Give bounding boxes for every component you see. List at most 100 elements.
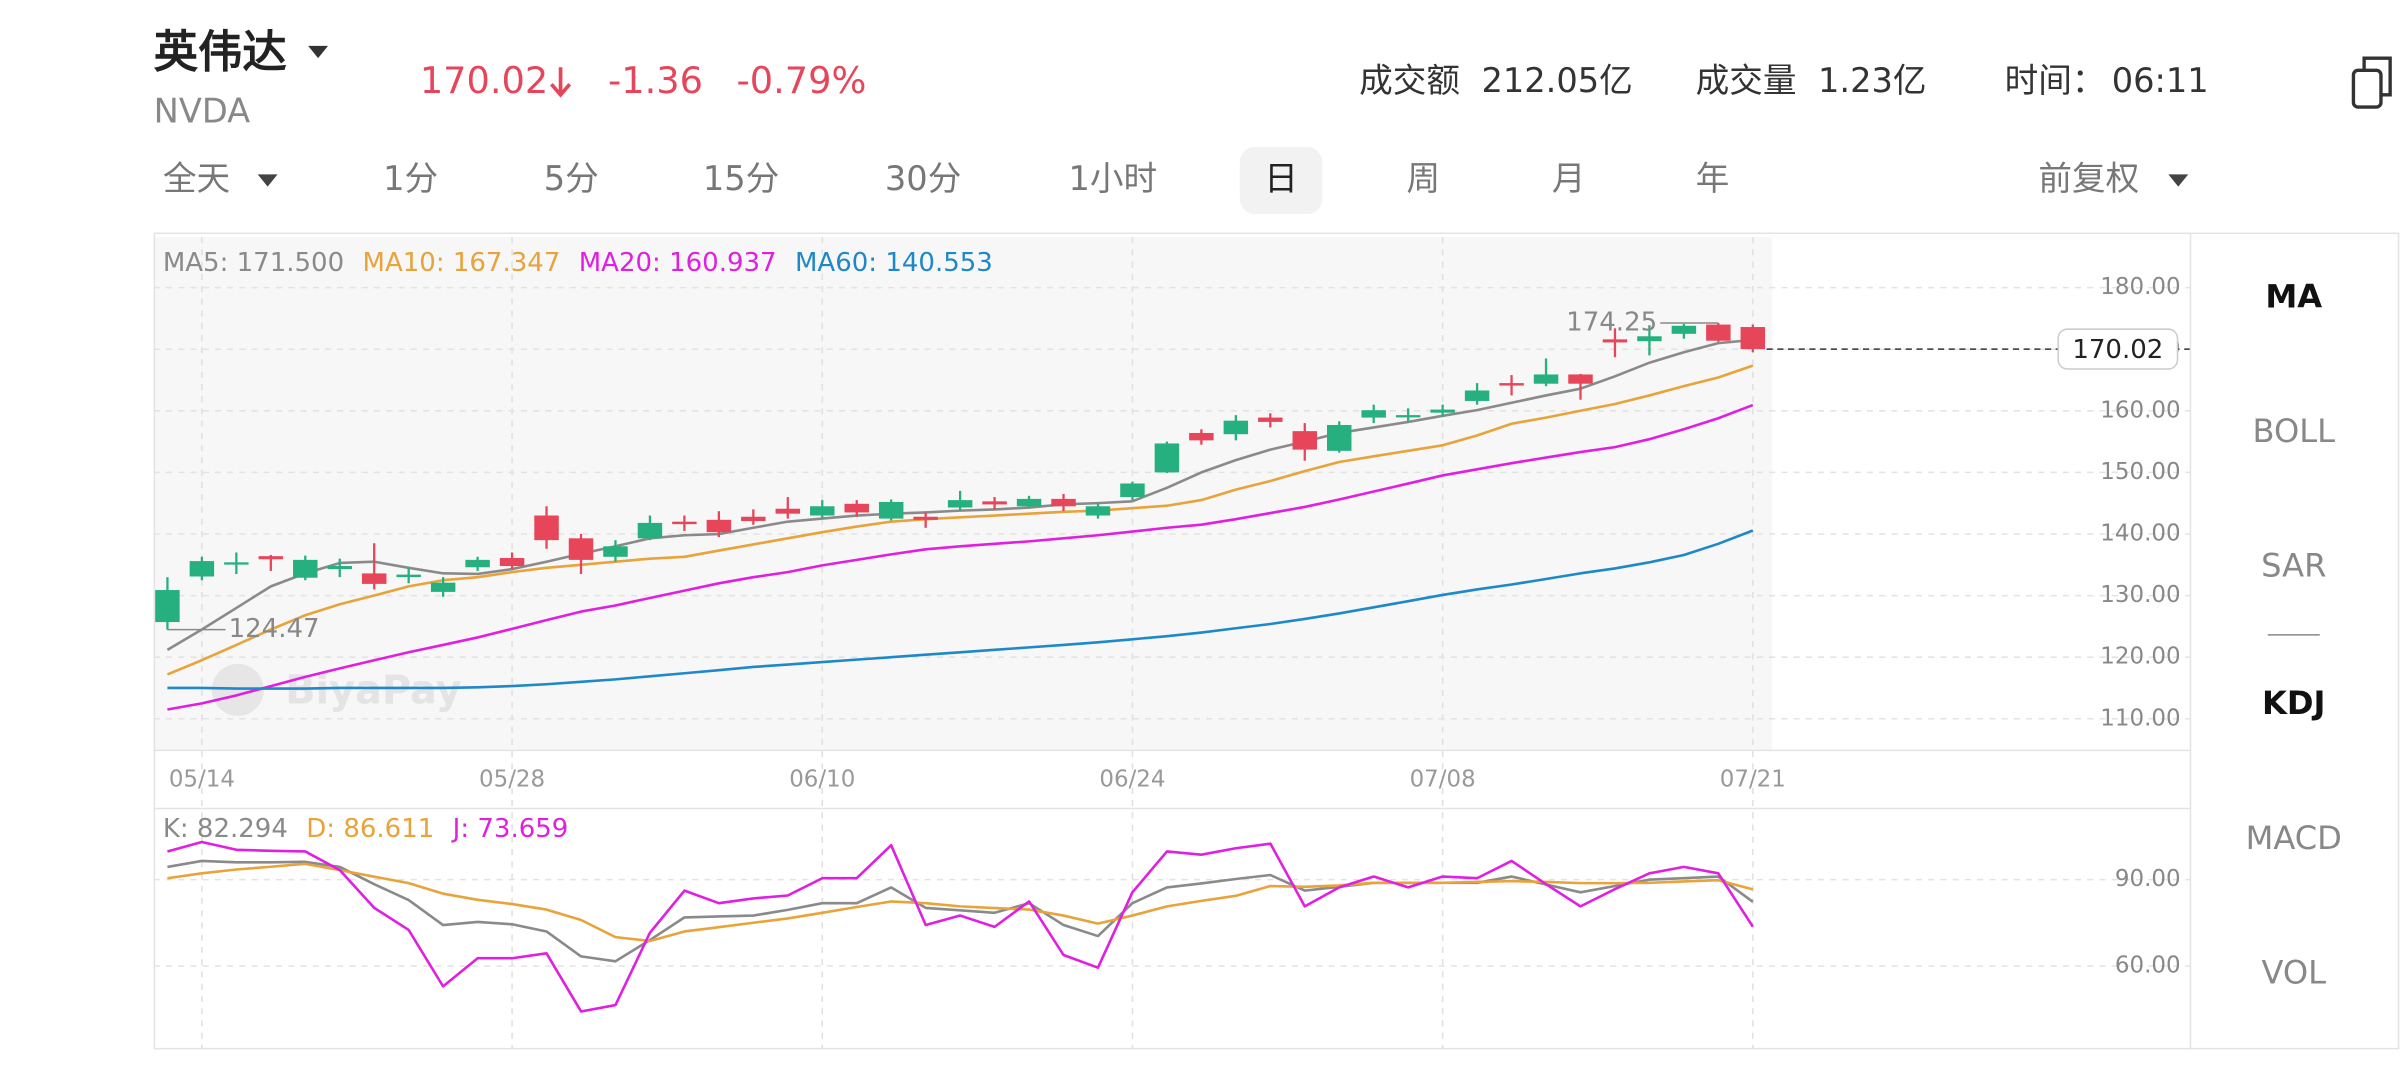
legend-separator: : [326,814,343,844]
stat-value: 06:11 [2112,61,2209,100]
indicator-line [167,862,1754,943]
legend-separator: : [868,248,885,278]
plot-background [153,237,1773,750]
x-tick-label: 07/21 [1720,767,1786,793]
legend-value: 171.500 [237,248,345,278]
candle-body [603,546,628,557]
candle-body [1602,339,1628,343]
legend-value: 160.937 [669,248,777,278]
period-tab[interactable]: 1小时 [1068,159,1157,198]
legend-value: 140.553 [885,248,993,278]
legend-value: 86.611 [343,814,434,844]
period-tab[interactable]: 15分 [703,159,779,198]
legend-name: MA60 [795,248,868,278]
legend-separator: : [180,814,197,844]
period-tab[interactable]: 5分 [544,159,599,198]
legend-name: MA5 [163,248,220,278]
indicator-tab[interactable]: KDJ [2262,684,2325,722]
indicator-tab[interactable]: MACD [2246,819,2342,857]
candle-body [1154,443,1180,473]
legend-name: K [163,814,181,844]
y-tick-label: 60.00 [2115,952,2181,978]
y-tick-label: 120.00 [2100,644,2180,670]
candle-body [1706,324,1731,341]
x-tick-label: 05/14 [169,767,235,793]
candle-body [396,574,421,578]
period-tab[interactable]: 周 [1407,159,1441,198]
copy-icon[interactable] [2351,56,2392,109]
y-tick-label: 140.00 [2100,520,2180,546]
candle-body [810,506,835,516]
indicator-tab[interactable]: BOLL [2253,412,2336,450]
candle-body [568,538,594,560]
y-tick-label: 160.00 [2100,397,2180,423]
period-tab[interactable]: 30分 [885,159,961,198]
watermark-logo [211,663,264,716]
stat-value: 212.05亿 [1481,61,1632,100]
candle-body [361,573,387,584]
dropdown-icon[interactable] [257,174,278,187]
legend-name: J [451,814,461,844]
candle-body [1189,432,1214,441]
candle-body [1016,498,1042,507]
legend-separator: : [652,248,669,278]
y-tick-label: 180.00 [2100,274,2180,300]
candle-body [775,508,801,514]
x-tick-label: 05/28 [479,767,545,793]
candle-body [878,501,904,519]
candle-body [672,521,697,525]
price-change-percent: -0.79% [736,59,866,102]
period-tab[interactable]: 日 [1264,159,1298,198]
indicator-tab[interactable]: SAR [2261,547,2326,585]
y-tick-label: 110.00 [2100,705,2180,731]
period-tab[interactable]: 全天 [163,159,230,198]
indicator-line [167,403,1754,711]
stat-label: 时间： [2005,61,2106,100]
period-tab[interactable]: 前复权 [2038,159,2139,198]
candle-body [224,562,249,565]
dropdown-icon[interactable] [2168,174,2189,187]
price: 170.02 [420,59,548,102]
legend-name: MA20 [579,248,652,278]
period-tab[interactable]: 月 [1552,159,1586,198]
down-arrow [549,67,572,98]
candle-body [293,559,318,578]
candle-body [1740,327,1766,350]
stat-value: 1.23亿 [1818,61,1927,100]
candle-body [982,501,1007,505]
candle-body [1568,374,1593,384]
x-tick-label: 06/24 [1099,767,1165,793]
candle-body [1051,498,1076,507]
candle-body [499,558,525,567]
candle-body [430,582,456,592]
candle-body [1361,410,1386,418]
stat-label: 成交量 [1696,61,1797,100]
indicator-tab[interactable]: VOL [2261,953,2326,991]
legend-separator: : [220,248,237,278]
candle-body [1464,390,1490,401]
candle-body [1499,383,1524,386]
period-tab[interactable]: 年 [1696,159,1730,198]
x-tick-label: 06/10 [789,767,855,793]
y-tick-label: 90.00 [2115,866,2181,892]
candle-body [741,516,766,522]
price-change: -1.36 [608,59,703,102]
stock-name[interactable]: 英伟达 [154,27,287,78]
candle-body [327,566,352,570]
dropdown-icon[interactable] [308,45,329,59]
candle-body [844,503,869,513]
x-tick-label: 07/08 [1410,767,1476,793]
candle-body [637,522,663,539]
last-price-label: 170.02 [2072,335,2163,365]
candle-body [1258,417,1283,422]
stat-label: 成交额 [1359,61,1460,100]
indicator-line [167,840,1754,1013]
candle-body [258,556,284,560]
indicator-tab[interactable]: MA [2265,277,2322,315]
candle-body [465,559,490,568]
candle-body [1430,409,1455,413]
indicator-line [167,529,1754,690]
indicator-line [166,338,1753,651]
period-tab[interactable]: 1分 [383,159,438,198]
